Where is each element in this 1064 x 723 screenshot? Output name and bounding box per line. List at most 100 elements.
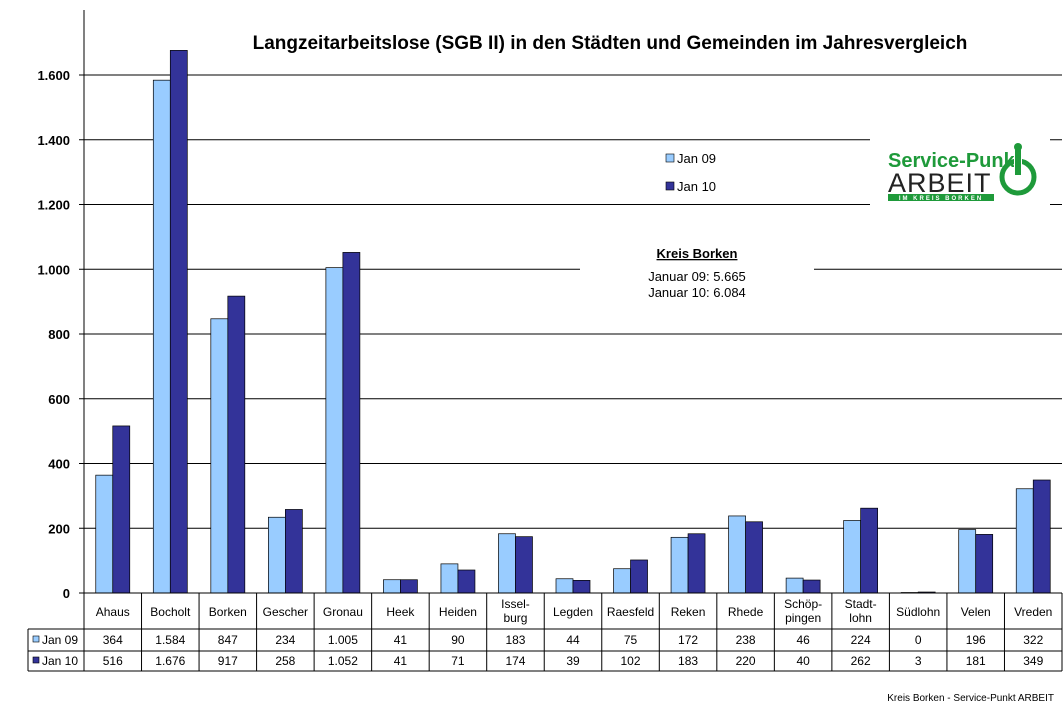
y-tick-label: 1.200 xyxy=(37,198,70,213)
category-label: burg xyxy=(503,611,527,625)
bar-jan10 xyxy=(457,569,476,594)
category-label: Gescher xyxy=(263,605,308,619)
bar-jan10 xyxy=(975,534,994,594)
bar-jan09 xyxy=(95,474,114,594)
bar-jan09 xyxy=(383,579,401,594)
footer-credit: Kreis Borken - Service-Punkt ARBEIT xyxy=(887,693,1054,704)
table-cell-value: 224 xyxy=(851,633,871,647)
table-row-header: Jan 09 xyxy=(42,633,78,647)
table-cell-value: 46 xyxy=(796,633,810,647)
data-table: Ahaus Bocholt Borken Gescher Gronau Heek Heide… xyxy=(27,592,1063,672)
category-label: Heek xyxy=(386,605,415,619)
table-cell-value: 220 xyxy=(736,654,756,668)
annotation-line1: Januar 09: 5.665 xyxy=(648,269,746,284)
legend: Jan 09 Jan 10 xyxy=(665,151,716,194)
table-cell-value: 1.584 xyxy=(155,633,185,647)
bar-jan09 xyxy=(210,318,229,594)
table-row-swatch xyxy=(32,656,40,664)
bar-jan10 xyxy=(285,509,303,594)
bar-jan09 xyxy=(785,577,804,594)
logo-line2: ARBEIT xyxy=(888,168,992,198)
category-label: Gronau xyxy=(323,605,363,619)
bar-jan10 xyxy=(687,533,706,594)
category-label: Schöp- xyxy=(784,597,822,611)
category-label: Legden xyxy=(553,605,593,619)
y-tick-label: 1.600 xyxy=(37,68,70,83)
legend-label-jan09: Jan 09 xyxy=(677,151,716,166)
power-icon xyxy=(999,143,1037,196)
category-label: Borken xyxy=(209,605,247,619)
y-tick-label: 200 xyxy=(48,521,70,536)
y-tick-label: 1.400 xyxy=(37,133,70,148)
annotation-line2: Januar 10: 6.084 xyxy=(648,285,746,300)
table-cell-value: 174 xyxy=(505,654,525,668)
bar-jan10 xyxy=(1032,479,1051,594)
y-tick-label: 600 xyxy=(48,392,70,407)
table-cell-value: 1.005 xyxy=(328,633,358,647)
y-tick-label: 0 xyxy=(63,586,70,601)
y-tick-label: 400 xyxy=(48,457,70,472)
table-cell-value: 238 xyxy=(736,633,756,647)
bar-jan10 xyxy=(400,579,418,594)
y-tick-label: 1.000 xyxy=(37,262,70,277)
table-cell-value: 40 xyxy=(796,654,810,668)
table-cell-value: 90 xyxy=(451,633,465,647)
annotation-kreis-borken: Kreis Borken Januar 09: 5.665 Januar 10:… xyxy=(580,240,814,302)
legend-label-jan10: Jan 10 xyxy=(677,179,716,194)
category-label: Bocholt xyxy=(150,605,191,619)
gridlines xyxy=(84,74,1062,594)
bar-jan09 xyxy=(613,568,631,594)
table-cell-value: 183 xyxy=(678,654,698,668)
table-cell-value: 1.676 xyxy=(155,654,185,668)
service-punkt-arbeit-logo: Service-Punkt ARBEIT IM KREIS BORKEN xyxy=(870,138,1050,206)
bar-jan09 xyxy=(268,516,286,594)
category-label: lohn xyxy=(849,611,872,625)
category-label: Rhede xyxy=(728,605,764,619)
category-label: Südlohn xyxy=(896,605,940,619)
category-label: Ahaus xyxy=(96,605,130,619)
legend-swatch-jan09 xyxy=(665,153,675,163)
table-cell-value: 3 xyxy=(915,654,922,668)
table-cell-value: 44 xyxy=(566,633,580,647)
category-label: Reken xyxy=(671,605,706,619)
table-cell-value: 41 xyxy=(394,654,408,668)
table-cell-value: 172 xyxy=(678,633,698,647)
category-label: pingen xyxy=(785,611,821,625)
bar-jan09 xyxy=(440,563,459,594)
bar-jan09 xyxy=(152,79,171,594)
table-cell-value: 0 xyxy=(915,633,922,647)
bar-jan10 xyxy=(112,425,131,594)
bar-jan10 xyxy=(630,559,648,594)
bar-jan09 xyxy=(325,267,344,594)
bar-jan10 xyxy=(342,252,361,594)
bars xyxy=(95,50,1051,594)
table-cell-value: 917 xyxy=(218,654,238,668)
category-label: Heiden xyxy=(439,605,477,619)
table-cell-value: 39 xyxy=(566,654,580,668)
logo-line1: Service-Punkt xyxy=(888,150,1022,172)
category-label: Raesfeld xyxy=(607,605,654,619)
category-label: Issel- xyxy=(501,597,530,611)
table-cell-value: 258 xyxy=(275,654,295,668)
table-cell-value: 234 xyxy=(275,633,295,647)
table-cell-value: 349 xyxy=(1023,654,1043,668)
chart-title: Langzeitarbeitslose (SGB II) in den Städ… xyxy=(253,33,968,54)
category-label: Stadt- xyxy=(845,597,877,611)
bar-jan09 xyxy=(498,533,516,594)
table-cell-value: 41 xyxy=(394,633,408,647)
annotation-heading: Kreis Borken xyxy=(657,246,738,261)
bar-jan10 xyxy=(515,536,533,594)
legend-swatch-jan10 xyxy=(665,181,675,191)
bar-jan10 xyxy=(572,580,591,594)
bar-jan10 xyxy=(860,507,878,594)
logo-line3: IM KREIS BORKEN xyxy=(899,196,983,202)
bar-jan09 xyxy=(555,578,574,594)
bar-jan10 xyxy=(227,295,246,594)
y-tick-label: 800 xyxy=(48,327,70,342)
table-row-swatch xyxy=(32,635,40,643)
table-cell-value: 75 xyxy=(624,633,638,647)
table-cell-value: 196 xyxy=(966,633,986,647)
table-cell-value: 364 xyxy=(103,633,123,647)
table-cell-value: 847 xyxy=(218,633,238,647)
